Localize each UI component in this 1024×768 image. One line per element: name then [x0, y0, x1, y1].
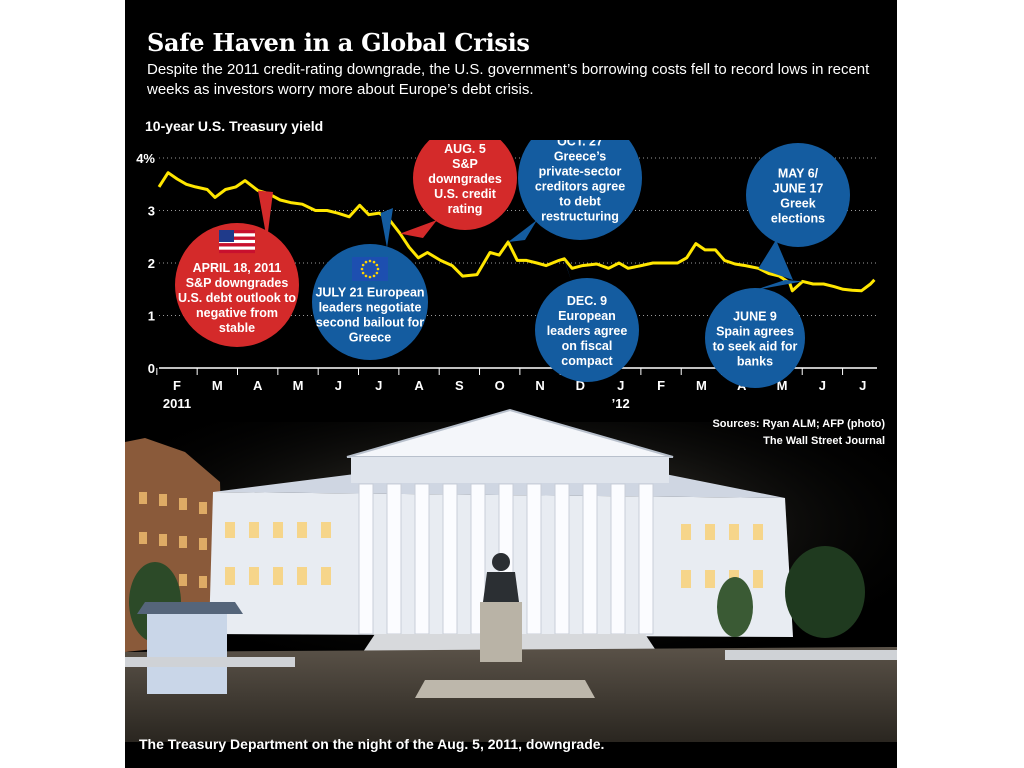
annotation-pointer: [755, 280, 803, 290]
x-tick-label: O: [495, 378, 505, 393]
annotation-text-line: JULY 21 European: [315, 286, 424, 300]
y-axis-label: 10-year U.S. Treasury yield: [145, 118, 324, 134]
annotation-text-line: Greek: [780, 197, 815, 211]
y-tick-label: 2: [148, 256, 155, 271]
chart-title: Safe Haven in a Global Crisis: [147, 28, 530, 57]
annotation-text-line: Greece’s: [554, 150, 606, 164]
x-tick-label: D: [576, 378, 585, 393]
annotation-bubble: [535, 278, 639, 382]
annotation-text-line: U.S. credit: [434, 187, 497, 201]
annotation-bubble: [175, 223, 299, 347]
sources-line: Sources: Ryan ALM; AFP (photo): [712, 418, 885, 430]
annotation-pointer: [400, 220, 437, 238]
annotation-bubble: [312, 244, 428, 360]
annotation-text-line: stable: [219, 321, 255, 335]
infographic-panel: Safe Haven in a Global Crisis Despite th…: [125, 0, 897, 768]
annotation-text-line: second bailout for: [316, 316, 424, 330]
annotation-text-line: creditors agree: [535, 180, 625, 194]
y-tick-label: 3: [148, 204, 155, 219]
annotation-text-line: Spain agrees: [716, 325, 794, 339]
annotation-text-line: to seek aid for: [713, 340, 798, 354]
x-tick-label: M: [212, 378, 223, 393]
annotation-text-line: U.S. debt outlook to: [178, 291, 296, 305]
x-year-label: ’12: [612, 396, 630, 411]
x-tick-label: F: [173, 378, 181, 393]
annotation-text-line: OCT. 27: [557, 140, 603, 149]
x-tick-label: M: [293, 378, 304, 393]
sources-credit: Sources: Ryan ALM; AFP (photo) The Wall …: [712, 416, 885, 450]
x-tick-label: A: [253, 378, 263, 393]
annotation-text-line: JUNE 9: [733, 310, 777, 324]
annotation-text-line: downgrades: [428, 172, 502, 186]
annotation-text-line: APRIL 18, 2011: [193, 261, 282, 275]
y-tick-label: 4%: [136, 151, 155, 166]
eu-flag-icon: [352, 257, 388, 281]
x-tick-label: M: [777, 378, 788, 393]
y-tick-label: 0: [148, 361, 155, 376]
x-tick-label: J: [375, 378, 382, 393]
annotation-text-line: restructuring: [541, 210, 619, 224]
annotation-text-line: to debt: [559, 195, 601, 209]
annotation-text-line: rating: [448, 202, 483, 216]
annotation-bubble: [413, 140, 517, 230]
annotation-text-line: banks: [737, 355, 773, 369]
annotation-text-line: S&P downgrades: [186, 276, 289, 290]
x-year-label: 2011: [163, 396, 191, 411]
x-tick-label: J: [859, 378, 866, 393]
treasury-building-photo: [125, 402, 897, 768]
x-tick-label: N: [535, 378, 544, 393]
annotation-text-line: AUG. 5: [444, 142, 486, 156]
annotation-text-line: DEC. 9: [567, 294, 607, 308]
annotation-text-line: leaders agree: [547, 324, 628, 338]
annotation-text-line: Greece: [349, 331, 391, 345]
annotation-text-line: elections: [771, 212, 825, 226]
annotation-text-line: private-sector: [539, 165, 622, 179]
chart-subtitle: Despite the 2011 credit-rating downgrade…: [147, 61, 870, 98]
x-tick-label: S: [455, 378, 464, 393]
x-tick-label: F: [657, 378, 665, 393]
x-tick-label: A: [414, 378, 424, 393]
photo-caption: The Treasury Department on the night of …: [139, 736, 605, 752]
x-tick-label: J: [617, 378, 624, 393]
annotation-text-line: compact: [561, 354, 613, 368]
annotation-pointer: [258, 190, 273, 240]
x-tick-label: J: [335, 378, 342, 393]
us-flag-icon: [219, 230, 255, 254]
annotation-text-line: European: [558, 309, 616, 323]
y-tick-label: 1: [148, 309, 155, 324]
annotation-text-line: MAY 6/: [778, 167, 819, 181]
annotation-pointer: [380, 208, 393, 248]
x-tick-label: M: [696, 378, 707, 393]
annotation-text-line: on fiscal: [562, 339, 613, 353]
annotation-pointer: [758, 240, 793, 280]
annotation-pointer: [508, 220, 537, 242]
x-tick-label: J: [819, 378, 826, 393]
annotation-pointer: [564, 258, 571, 280]
annotation-text-line: negative from: [196, 306, 278, 320]
annotation-bubble: [518, 140, 642, 240]
annotation-bubble: [705, 288, 805, 388]
annotation-bubble: [746, 143, 850, 247]
annotation-text-line: S&P: [452, 157, 478, 171]
annotation-text-line: JUNE 17: [773, 182, 824, 196]
yield-series-line: [157, 171, 876, 293]
publisher-line: The Wall Street Journal: [763, 435, 885, 447]
annotation-text-line: leaders negotiate: [319, 301, 422, 315]
